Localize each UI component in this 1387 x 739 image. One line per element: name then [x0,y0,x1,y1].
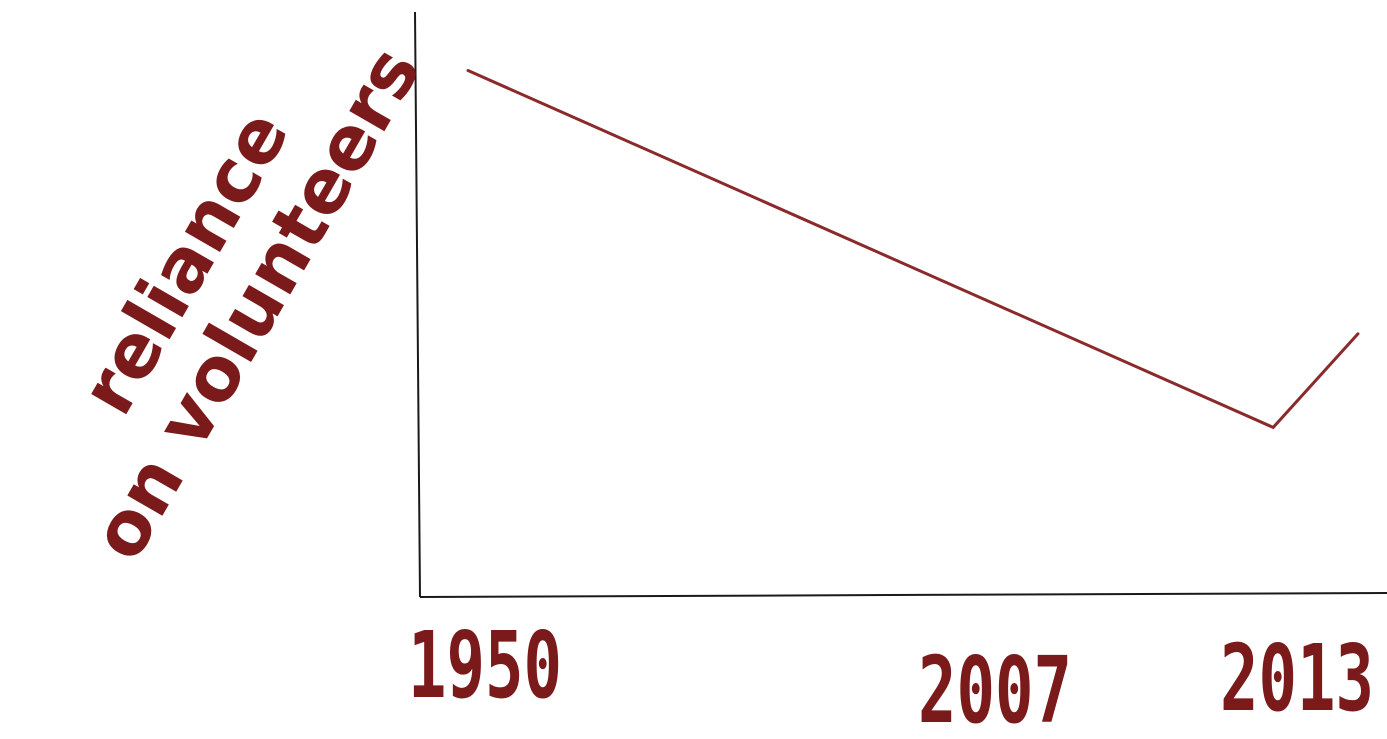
x-axis [419,592,1387,598]
x-tick-label: 2013 [1220,625,1374,732]
x-tick-label: 1950 [408,612,562,719]
series-line [466,69,1360,430]
y-axis [414,11,421,598]
x-tick-label: 2007 [918,637,1072,739]
